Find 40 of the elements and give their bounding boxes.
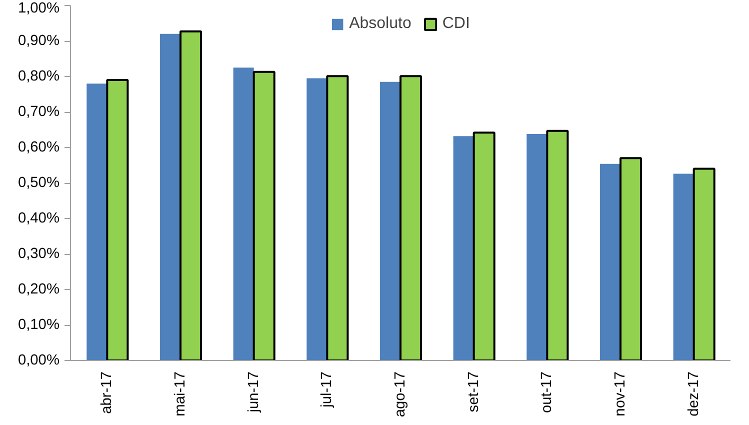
x-tick-label: dez-17 bbox=[686, 371, 702, 416]
bar bbox=[546, 130, 569, 360]
y-tick-label: 0,20% bbox=[18, 282, 60, 298]
bar bbox=[673, 174, 694, 360]
y-tick-label: 0,50% bbox=[18, 175, 60, 191]
x-tick-label: abr-17 bbox=[99, 371, 116, 414]
bar bbox=[160, 34, 180, 360]
bar bbox=[620, 157, 642, 360]
x-tick-label: set-17 bbox=[466, 372, 482, 412]
y-tick-label: 0,60% bbox=[18, 140, 60, 156]
bar bbox=[106, 79, 129, 360]
bar bbox=[526, 134, 548, 360]
y-tick-label: 1,00% bbox=[18, 0, 60, 16]
x-tick-label: jun-17 bbox=[246, 371, 262, 414]
bar bbox=[600, 164, 620, 360]
bar bbox=[472, 132, 496, 360]
legend-label: Absoluto bbox=[349, 15, 412, 33]
bar bbox=[453, 136, 474, 360]
x-tick-label: ago-17 bbox=[392, 371, 408, 418]
bar bbox=[326, 75, 349, 360]
bar bbox=[233, 68, 254, 360]
bar bbox=[180, 30, 202, 360]
y-tick-label: 0,80% bbox=[18, 68, 60, 84]
y-tick-label: 0,70% bbox=[18, 104, 60, 120]
bar bbox=[86, 84, 108, 360]
bar bbox=[400, 75, 422, 360]
x-tick-label: out-17 bbox=[539, 371, 556, 414]
x-tick-label: jul-17 bbox=[319, 371, 336, 408]
x-tick-label: mai-17 bbox=[172, 371, 188, 416]
y-tick-label: 0,90% bbox=[18, 33, 60, 49]
legend-label: CDI bbox=[442, 15, 470, 33]
y-tick-label: 0,10% bbox=[18, 317, 60, 333]
y-tick-label: 0,00% bbox=[18, 352, 60, 368]
x-tick-label: nov-17 bbox=[612, 371, 628, 416]
bar bbox=[306, 78, 328, 360]
bar bbox=[692, 168, 716, 360]
bar bbox=[380, 82, 400, 360]
y-tick-label: 0,30% bbox=[18, 246, 60, 262]
y-tick-label: 0,40% bbox=[18, 210, 60, 226]
bar bbox=[252, 70, 276, 360]
